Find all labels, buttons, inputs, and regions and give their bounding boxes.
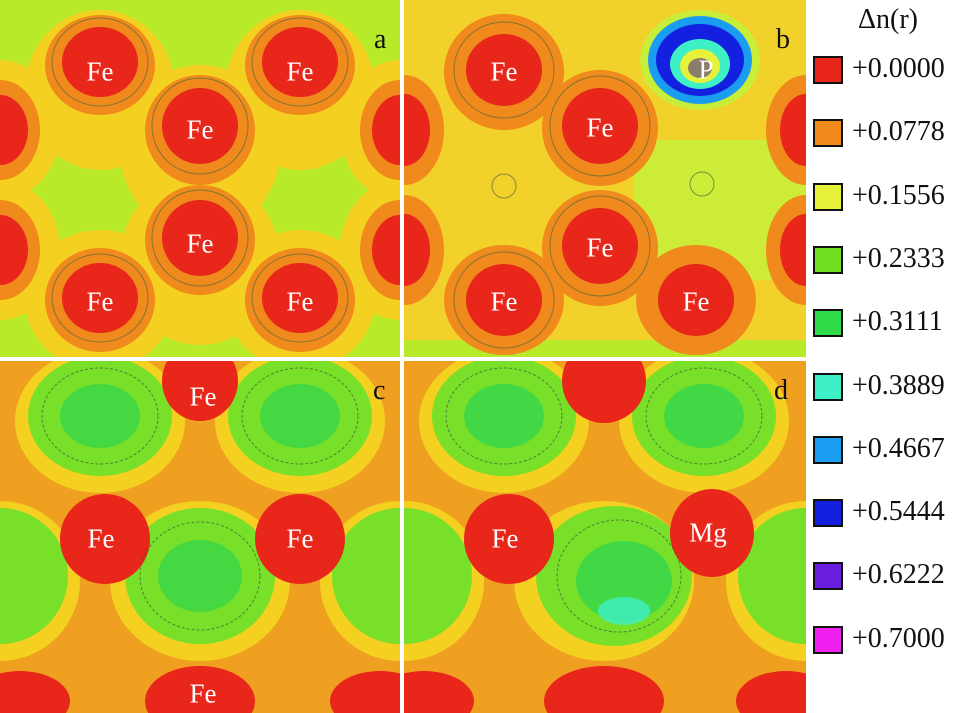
atom-label: Fe xyxy=(490,56,518,87)
panel-label: d xyxy=(774,375,788,406)
legend-swatch xyxy=(813,246,843,274)
legend-label: +0.0778 xyxy=(852,116,945,147)
atom-label: Fe xyxy=(189,678,217,709)
panel-a-density-map xyxy=(0,0,400,357)
legend-swatch xyxy=(813,56,843,84)
legend-label: +0.4667 xyxy=(852,433,945,464)
panel-a: Fe Fe Fe Fe Fe Fe a xyxy=(0,0,400,357)
legend-label: +0.7000 xyxy=(852,623,945,654)
legend-swatch xyxy=(813,626,843,654)
atom-label: P xyxy=(698,54,714,85)
atom-label: Fe xyxy=(87,523,115,554)
legend-label: +0.5444 xyxy=(852,496,945,527)
panel-b-density-map xyxy=(404,0,806,357)
legend-swatch xyxy=(813,436,843,464)
panel-label: c xyxy=(373,375,386,406)
atom-label: Mg xyxy=(689,517,727,548)
legend-swatch xyxy=(813,183,843,211)
atom-label: Fe xyxy=(586,232,614,263)
legend-swatch xyxy=(813,119,843,147)
panel-d: Fe Mg d xyxy=(404,361,806,713)
legend-label: +0.3111 xyxy=(852,306,943,337)
legend-label: +0.3889 xyxy=(852,370,945,401)
legend-title: Δn(r) xyxy=(858,4,918,35)
atom-label: Fe xyxy=(286,523,314,554)
panel-d-density-map xyxy=(404,361,806,713)
atom-label: Fe xyxy=(186,114,214,145)
atom-label: Fe xyxy=(682,286,710,317)
legend-label: +0.2333 xyxy=(852,243,945,274)
panel-c: Fe Fe Fe Fe c xyxy=(0,361,400,713)
legend-swatch xyxy=(813,373,843,401)
legend-swatch xyxy=(813,562,843,590)
legend-label: +0.0000 xyxy=(852,53,945,84)
legend-swatch xyxy=(813,499,843,527)
atom-label: Fe xyxy=(490,286,518,317)
atom-label: Fe xyxy=(86,56,114,87)
panel-b: Fe Fe Fe Fe Fe P b xyxy=(404,0,806,357)
atom-label: Fe xyxy=(186,228,214,259)
panel-label: b xyxy=(776,24,790,55)
panel-label: a xyxy=(374,24,387,55)
atom-label: Fe xyxy=(491,523,519,554)
atom-label: Fe xyxy=(286,56,314,87)
legend-label: +0.1556 xyxy=(852,180,945,211)
legend-swatch xyxy=(813,309,843,337)
panel-c-density-map xyxy=(0,361,400,713)
atom-label: Fe xyxy=(286,286,314,317)
atom-label: Fe xyxy=(86,286,114,317)
atom-label: Fe xyxy=(189,381,217,412)
atom-label: Fe xyxy=(586,112,614,143)
legend-label: +0.6222 xyxy=(852,559,945,590)
